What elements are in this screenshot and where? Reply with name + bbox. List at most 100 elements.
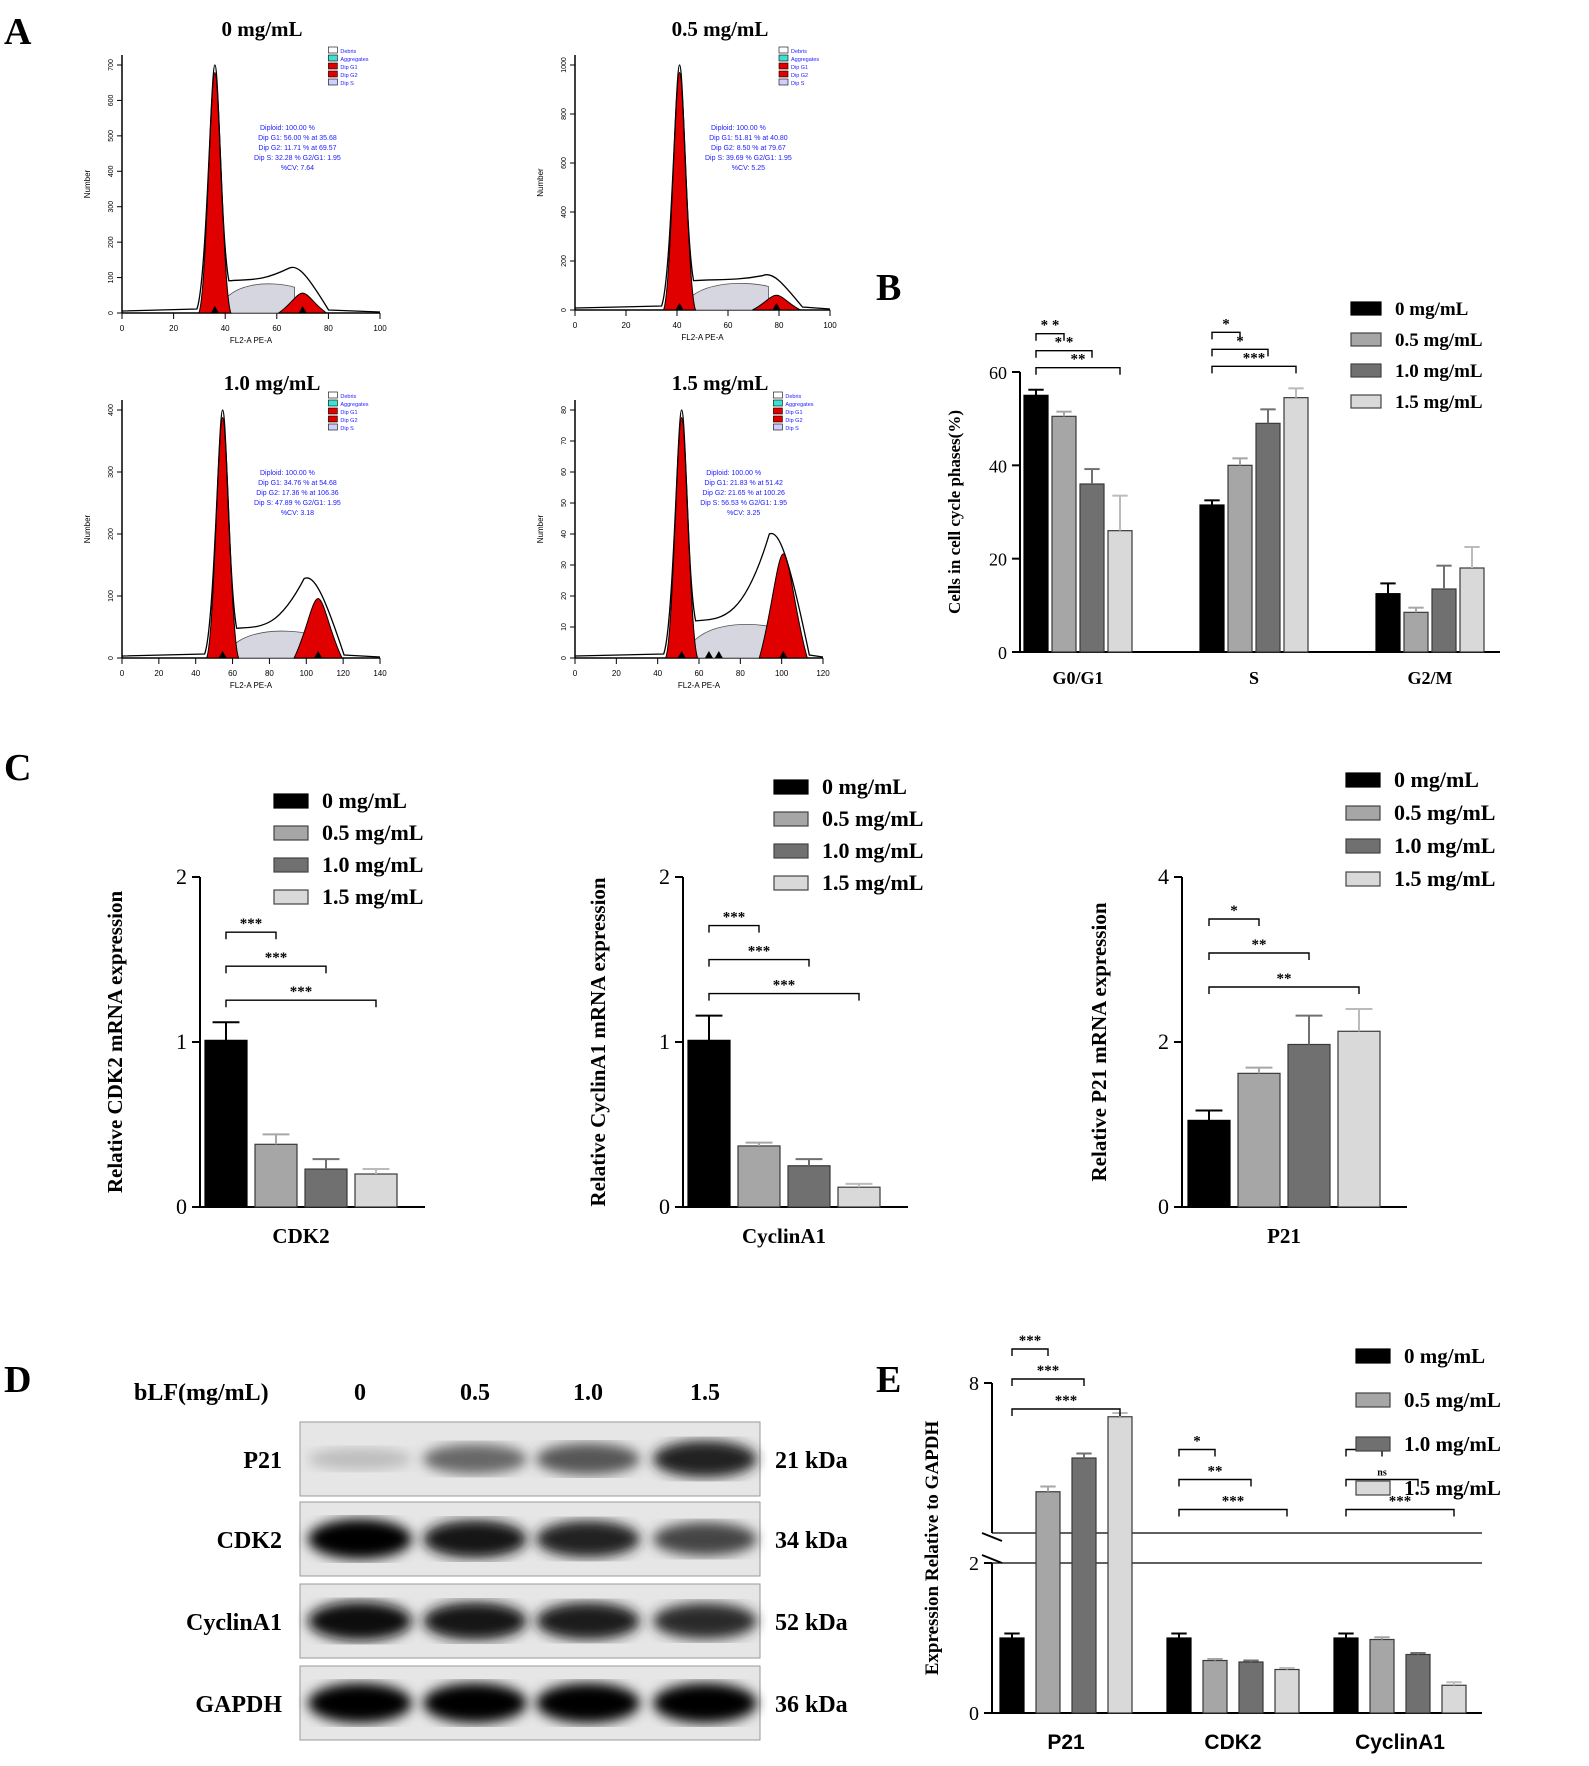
legend-swatch (273, 793, 309, 809)
fcs-legend-label: Dip S (791, 81, 805, 87)
significance-label: *** (1037, 1363, 1060, 1379)
fcs-legend-swatch (778, 62, 789, 70)
significance-bracket (1178, 1478, 1252, 1487)
significance-bracket (1035, 333, 1065, 341)
western-header: bLF(mg/mL) (134, 1380, 269, 1406)
y-tick-label: 20 (989, 550, 1007, 570)
bar-CDK2-0.5 mg/mL (254, 1143, 298, 1208)
histogram-title: 1.5 mg/mL (672, 371, 769, 395)
peak-marker (677, 651, 686, 658)
axis-break-mark (981, 1532, 1003, 1542)
bar-G0/G1-0 mg/mL (1023, 394, 1049, 653)
x-category-label: CDK2 (1204, 1731, 1261, 1754)
y-tick-label: 0 (108, 311, 115, 315)
fcs-stats-line: %CV: 3.18 (281, 510, 314, 517)
fcs-stats-line: Diploid: 100.00 % (711, 125, 766, 132)
legend-label: 0.5 mg/mL (1395, 330, 1483, 351)
blot-band (653, 1522, 757, 1556)
flow-cytometry-panels: 0 mg/mL0 20 40 60 80 100010020030040050060070… (83, 17, 837, 690)
bar-G0/G1-1.5 mg/mL (1107, 530, 1133, 653)
legend-swatch (773, 811, 809, 827)
bar-G0/G1-0.5 mg/mL (1051, 415, 1077, 653)
y-tick-label: 300 (108, 466, 115, 478)
y-tick-label: 80 (561, 406, 568, 414)
y-tick-label: 0 (561, 308, 568, 312)
x-axis-label: FL2-A PE-A (230, 681, 273, 690)
y-tick-label: 2 (659, 864, 670, 889)
y-tick-label: 1000 (561, 57, 568, 73)
x-tick-label: 40 (191, 669, 200, 678)
x-category-label: G0/G1 (1052, 668, 1103, 688)
panel-label-c: C (4, 747, 31, 789)
protein-label: CyclinA1 (186, 1610, 282, 1636)
legend-swatch (1355, 1348, 1391, 1364)
y-tick-label: 300 (108, 201, 115, 213)
y-tick-label: 0 (176, 1194, 187, 1219)
lane-label: 0.5 (460, 1380, 490, 1406)
fcs-legend-label: Dip G1 (791, 65, 808, 71)
legend-label: 1.5 mg/mL (322, 884, 423, 909)
fcs-stats-line: Diploid: 100.00 % (260, 470, 315, 477)
x-tick-label: 0 (120, 669, 125, 678)
bar-CyclinA1-0.5 mg/mL (1369, 1638, 1395, 1714)
y-axis-label: Relative P21 mRNA expression (1087, 902, 1111, 1181)
legend-swatch (1355, 1480, 1391, 1496)
peak-marker (314, 651, 323, 658)
legend-swatch (273, 825, 309, 841)
fcs-stats-line: Dip G2: 8.50 % at 79.67 (711, 145, 786, 152)
significance-label: *** (1243, 350, 1266, 366)
peak-marker (218, 651, 227, 658)
legend-label: 1.0 mg/mL (822, 838, 923, 863)
fcs-legend-swatch (773, 415, 783, 423)
x-tick-label: 60 (724, 321, 733, 330)
panel-label-b: B (876, 267, 901, 309)
y-axis-label: Relative CDK2 mRNA expression (103, 891, 127, 1194)
blot-row-GAPDH: GAPDH 36 kDa (195, 1665, 848, 1741)
bar-CDK2-0.5 mg/mL (1202, 1659, 1228, 1714)
histogram-1: 0.5 mg/mL0 20 40 60 80 10002004006008001000FL… (536, 17, 837, 342)
peak-marker (779, 651, 788, 658)
histogram-title: 0 mg/mL (221, 17, 302, 41)
significance-bracket (1011, 1408, 1121, 1416)
fcs-legend-swatch (328, 46, 338, 54)
legend-label: 1.0 mg/mL (322, 852, 423, 877)
fcs-stats-line: Dip G2: 17.36 % at 106.36 (256, 490, 339, 497)
legend-label: 0.5 mg/mL (1394, 800, 1495, 825)
bar-P21-0 mg/mL (1187, 1119, 1231, 1208)
blot-band (653, 1440, 757, 1478)
bar-CDK2-0 mg/mL (1166, 1637, 1192, 1714)
blot-band (423, 1443, 527, 1475)
significance-label: * (1236, 333, 1244, 349)
y-tick-label: 1 (659, 1029, 670, 1054)
panel-label-e: E (876, 1359, 901, 1401)
fcs-legend-label: Dip G1 (340, 65, 357, 71)
legend-swatch (1355, 1392, 1391, 1408)
y-tick-label: 20 (561, 592, 568, 600)
y-tick-label: 50 (561, 499, 568, 507)
panel-label-d: D (4, 1359, 31, 1401)
bar-CDK2-1.5 mg/mL (1274, 1668, 1300, 1714)
chart-C1: 0 1 2 Relative CDK2 mRNA expression CDK2 *** *… (103, 788, 425, 1248)
fcs-legend-label: Debris (340, 49, 356, 55)
y-tick-label: 100 (108, 272, 115, 284)
legend-swatch (1350, 394, 1382, 409)
histogram-title: 1.0 mg/mL (224, 371, 321, 395)
y-tick-label: 0 (659, 1194, 670, 1219)
significance-label: ** (1208, 1464, 1223, 1480)
x-tick-label: 40 (221, 324, 230, 333)
blot-row-CyclinA1: CyclinA1 52 kDa (186, 1583, 848, 1659)
y-tick-label: 1 (176, 1029, 187, 1054)
significance-bracket (1345, 1478, 1419, 1487)
legend-swatch (773, 779, 809, 795)
histogram-outline (574, 64, 831, 310)
g2-peak (758, 553, 808, 659)
fcs-stats-line: %CV: 3.25 (727, 510, 760, 517)
lane-label: 1.0 (573, 1380, 603, 1406)
legend-swatch (1350, 332, 1382, 347)
bar-S-0 mg/mL (1199, 504, 1225, 653)
y-tick-label: 0 (561, 656, 568, 660)
y-tick-label: 400 (108, 165, 115, 177)
blot-band (653, 1602, 757, 1640)
bar-S-1.0 mg/mL (1255, 422, 1281, 653)
fcs-legend-swatch (773, 423, 783, 431)
